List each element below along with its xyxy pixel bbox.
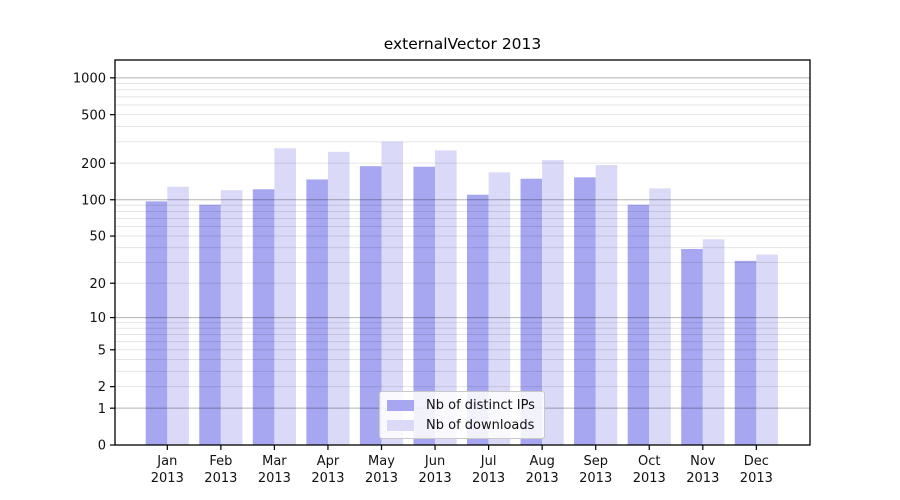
legend: Nb of distinct IPs Nb of downloads bbox=[379, 391, 545, 439]
bar-downloads-dec bbox=[756, 254, 778, 445]
bar-distinct-ips-apr bbox=[306, 179, 328, 445]
x-tick-label-year-mar: 2013 bbox=[258, 471, 291, 486]
bar-downloads-mar bbox=[274, 148, 296, 446]
bar-downloads-may bbox=[381, 141, 404, 445]
x-tick-label-year-dec: 2013 bbox=[740, 471, 773, 486]
x-tick-label-year-nov: 2013 bbox=[686, 471, 719, 486]
x-tick-label-year-oct: 2013 bbox=[633, 471, 666, 486]
y-tick-label-20: 20 bbox=[89, 277, 106, 292]
x-tick-label-month-mar: Mar bbox=[262, 454, 287, 469]
x-tick-label-year-jan: 2013 bbox=[151, 471, 184, 486]
x-tick-label-month-oct: Oct bbox=[638, 454, 660, 469]
x-tick-label-month-jan: Jan bbox=[156, 454, 177, 469]
legend-item-downloads: Nb of downloads bbox=[387, 415, 536, 435]
x-tick-label-month-apr: Apr bbox=[317, 454, 340, 469]
y-tick-label-10: 10 bbox=[89, 311, 106, 326]
x-tick-label-year-feb: 2013 bbox=[204, 471, 237, 486]
y-tick-label-200: 200 bbox=[81, 157, 106, 172]
bar-downloads-apr bbox=[327, 151, 350, 446]
bar-distinct-ips-aug bbox=[520, 178, 543, 446]
y-tick-label-0: 0 bbox=[98, 439, 106, 454]
bar-distinct-ips-dec bbox=[734, 260, 757, 445]
bar-distinct-ips-jun bbox=[413, 166, 436, 446]
x-tick-label-year-may: 2013 bbox=[365, 471, 398, 486]
bar-downloads-nov bbox=[702, 239, 725, 445]
x-tick-label-month-feb: Feb bbox=[209, 454, 232, 469]
x-tick-label-year-sep: 2013 bbox=[579, 471, 612, 486]
legend-item-distinct-ips: Nb of distinct IPs bbox=[387, 395, 536, 415]
plot-border bbox=[114, 59, 811, 446]
y-tick-label-500: 500 bbox=[81, 108, 106, 123]
bar-distinct-ips-jan bbox=[145, 201, 168, 445]
bar-downloads-aug bbox=[542, 160, 564, 445]
bar-downloads-feb bbox=[220, 190, 243, 445]
chart-title: externalVector 2013 bbox=[383, 35, 542, 53]
bar-distinct-ips-sep bbox=[574, 177, 596, 445]
y-tick-label-1: 1 bbox=[98, 402, 106, 417]
legend-swatch-downloads-icon bbox=[387, 419, 414, 431]
legend-label-distinct-ips: Nb of distinct IPs bbox=[426, 397, 535, 413]
x-tick-label-month-dec: Dec bbox=[744, 454, 769, 469]
x-tick-label-year-jul: 2013 bbox=[472, 471, 505, 486]
x-tick-label-year-aug: 2013 bbox=[526, 471, 559, 486]
bar-distinct-ips-nov bbox=[681, 248, 703, 445]
y-tick-label-5: 5 bbox=[98, 343, 106, 358]
x-tick-label-year-apr: 2013 bbox=[311, 471, 344, 486]
bar-distinct-ips-may bbox=[359, 166, 382, 446]
x-tick-label-year-jun: 2013 bbox=[419, 471, 452, 486]
legend-label-downloads: Nb of downloads bbox=[426, 417, 535, 433]
bar-downloads-jul bbox=[488, 172, 511, 445]
bar-downloads-oct bbox=[649, 188, 671, 446]
bar-distinct-ips-jul bbox=[467, 194, 489, 445]
y-tick-label-100: 100 bbox=[81, 193, 106, 208]
x-tick-label-month-jul: Jul bbox=[480, 454, 497, 469]
bar-downloads-jan bbox=[167, 186, 189, 445]
x-tick-label-month-may: May bbox=[368, 454, 395, 469]
bar-distinct-ips-oct bbox=[627, 204, 650, 445]
y-tick-label-1000: 1000 bbox=[73, 71, 106, 86]
x-tick-label-month-jun: Jun bbox=[424, 454, 445, 469]
y-tick-label-50: 50 bbox=[89, 230, 106, 245]
legend-swatch-distinct-ips-icon bbox=[387, 399, 414, 411]
x-tick-label-month-sep: Sep bbox=[583, 454, 608, 469]
y-tick-label-2: 2 bbox=[98, 380, 106, 395]
bar-downloads-jun bbox=[435, 150, 457, 445]
x-tick-label-month-aug: Aug bbox=[529, 454, 554, 469]
x-tick-label-month-nov: Nov bbox=[690, 454, 716, 469]
bar-downloads-sep bbox=[595, 165, 618, 445]
bar-distinct-ips-mar bbox=[252, 189, 275, 445]
bar-distinct-ips-feb bbox=[199, 204, 221, 445]
